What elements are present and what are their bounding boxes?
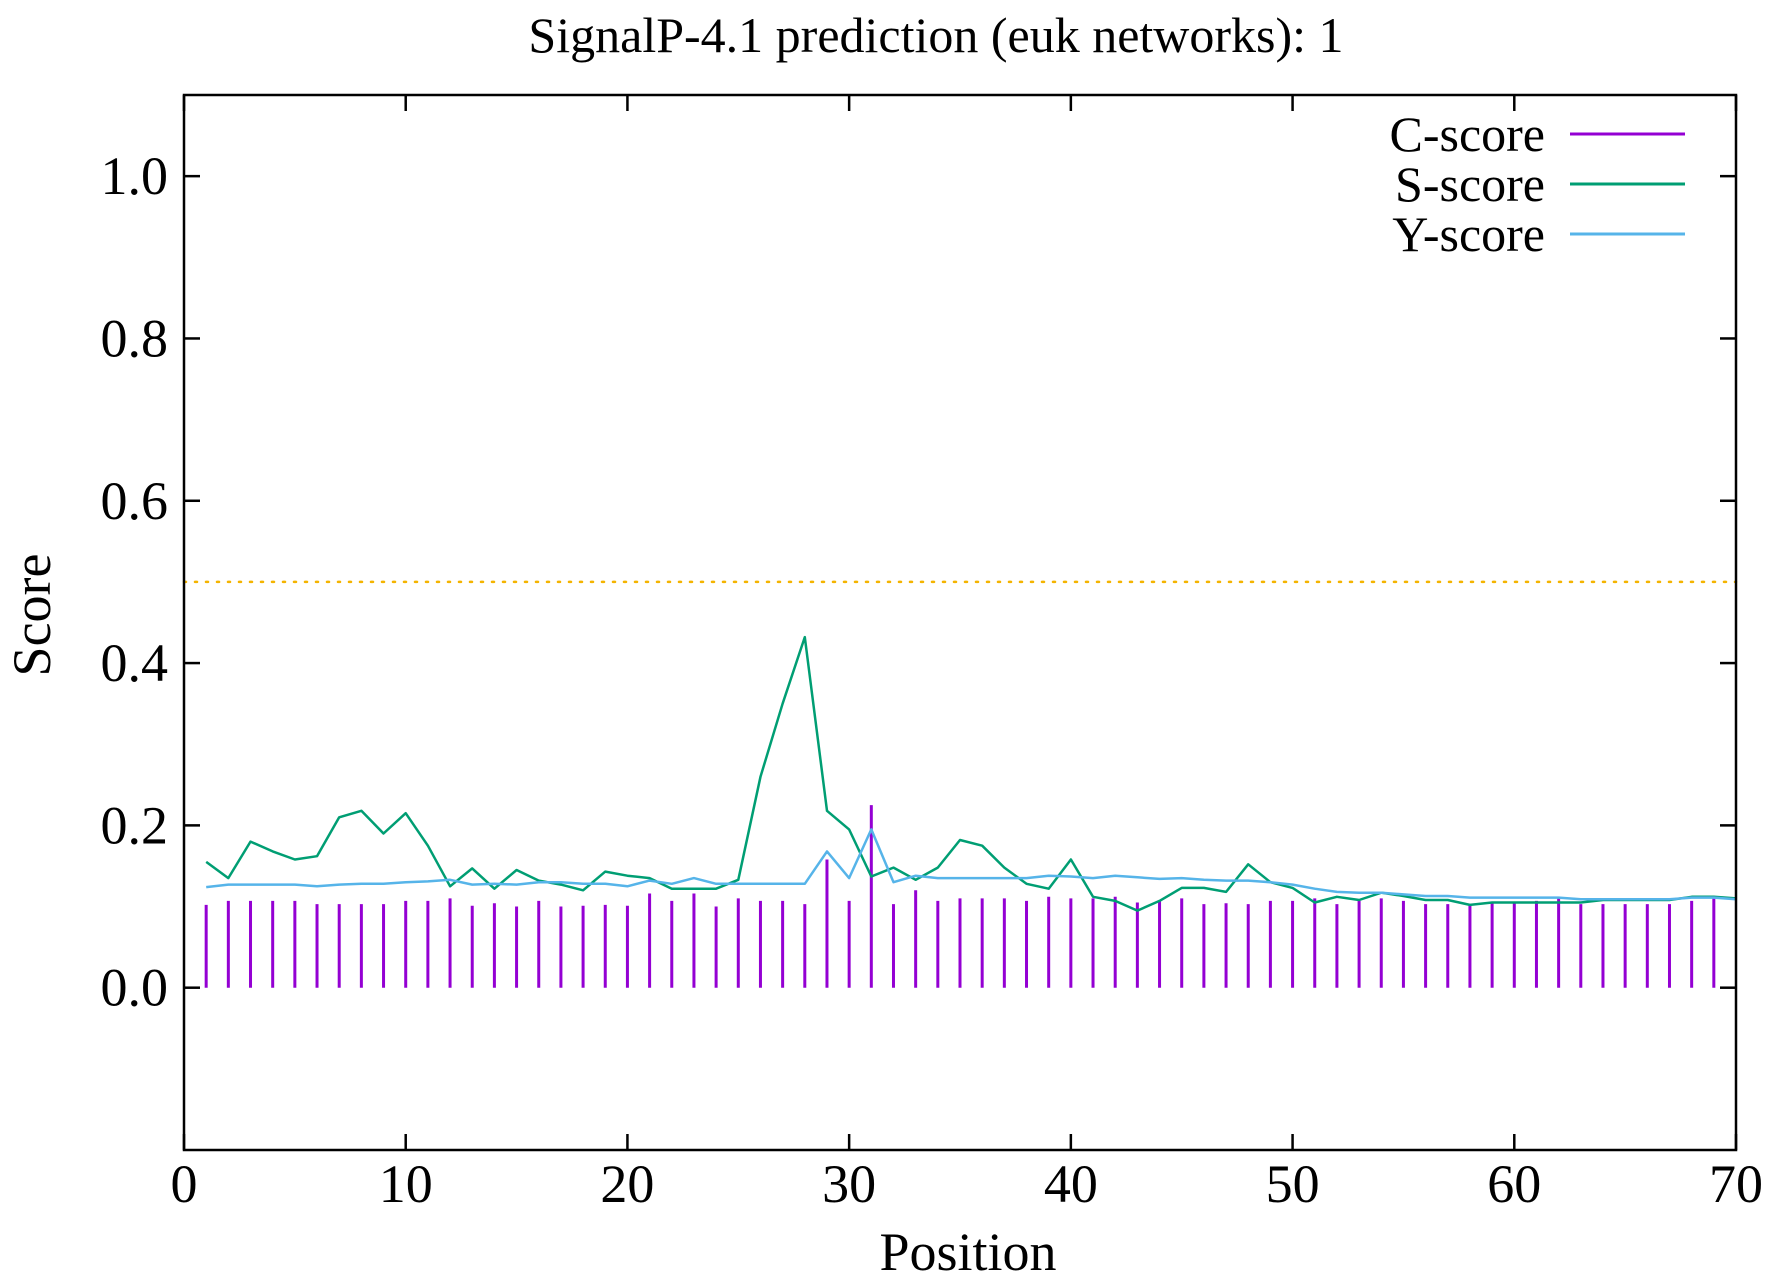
axis-ticks — [182, 95, 1738, 1150]
x-tick-label: 70 — [1709, 1154, 1763, 1214]
plot-frame — [182, 93, 1738, 1152]
legend-label-c-score: C-score — [1390, 106, 1546, 162]
axis-tick-labels: 0 10 20 30 40 50 60 70 0.0 0.2 0.4 0.6 0.8 1.0 — [101, 146, 1764, 1214]
y-tick-label: 0.0 — [101, 958, 169, 1018]
score-lines — [205, 635, 1737, 912]
x-tick-label: 50 — [1266, 1154, 1320, 1214]
x-tick-label: 60 — [1487, 1154, 1541, 1214]
y-axis-label: Score — [2, 554, 62, 677]
y-tick-label: 0.6 — [101, 471, 169, 531]
x-tick-label: 0 — [171, 1154, 198, 1214]
x-axis-label: Position — [879, 1222, 1056, 1280]
s-score-line — [205, 635, 1737, 912]
x-tick-label: 10 — [379, 1154, 433, 1214]
chart-title: SignalP-4.1 prediction (euk networks): 1 — [528, 7, 1343, 63]
c-score-impulses — [204, 805, 1716, 988]
y-tick-label: 0.2 — [101, 795, 169, 855]
x-tick-label: 30 — [822, 1154, 876, 1214]
x-tick-label: 20 — [600, 1154, 654, 1214]
legend-label-y-score: Y-score — [1392, 206, 1545, 262]
legend-label-s-score: S-score — [1395, 156, 1545, 212]
y-tick-label: 0.8 — [101, 308, 169, 368]
y-score-line — [206, 828, 1737, 901]
y-tick-label: 1.0 — [101, 146, 169, 206]
y-tick-label: 0.4 — [101, 633, 169, 693]
x-tick-label: 40 — [1044, 1154, 1098, 1214]
